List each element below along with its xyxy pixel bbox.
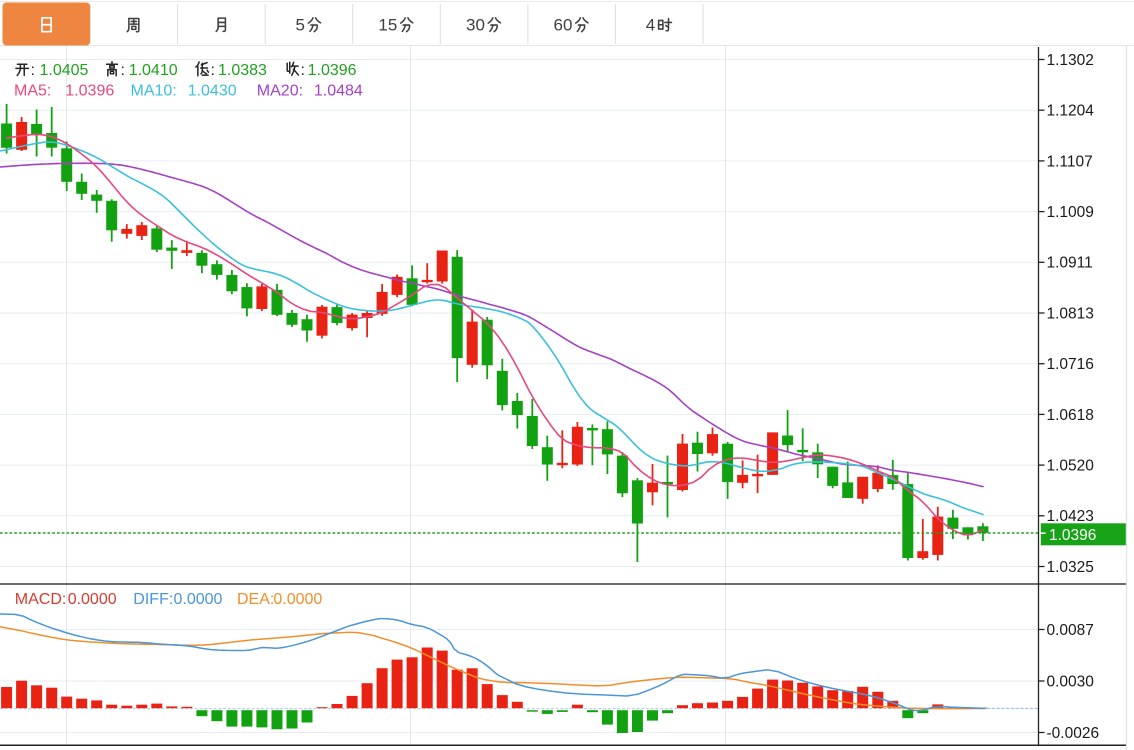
svg-text:5: 5 [296, 16, 305, 35]
svg-text:DIFF:: DIFF: [133, 591, 173, 608]
svg-text:1.0618: 1.0618 [1047, 407, 1094, 424]
svg-text:1.0911: 1.0911 [1047, 255, 1093, 272]
svg-text:1.0396: 1.0396 [308, 62, 357, 79]
svg-text:1.0813: 1.0813 [1047, 305, 1094, 322]
svg-text:0.0000: 0.0000 [68, 591, 117, 608]
svg-text:1.0484: 1.0484 [314, 82, 363, 99]
svg-text:-0.0026: -0.0026 [1047, 725, 1100, 742]
svg-text:4: 4 [646, 16, 655, 35]
svg-text:15: 15 [378, 16, 397, 35]
svg-text:1.0520: 1.0520 [1047, 458, 1095, 475]
svg-text:1.0396: 1.0396 [1049, 527, 1096, 544]
svg-text:1.1009: 1.1009 [1047, 204, 1094, 221]
svg-text:1.1107: 1.1107 [1047, 153, 1093, 170]
svg-text:60: 60 [554, 16, 573, 35]
svg-text:1.1204: 1.1204 [1047, 103, 1095, 120]
svg-text::: : [301, 62, 305, 79]
svg-text:1.0325: 1.0325 [1047, 559, 1094, 576]
svg-text:1.0430: 1.0430 [188, 82, 237, 99]
svg-text:0.0030: 0.0030 [1047, 673, 1095, 690]
svg-text:MA20:: MA20: [257, 82, 303, 99]
svg-text:0.0000: 0.0000 [273, 591, 322, 608]
svg-text::: : [31, 62, 35, 79]
svg-text:1.1302: 1.1302 [1047, 52, 1094, 69]
svg-text:1.0410: 1.0410 [129, 62, 178, 79]
svg-text:1.0396: 1.0396 [65, 82, 114, 99]
svg-text:MA5:: MA5: [14, 82, 51, 99]
svg-text::: : [211, 62, 215, 79]
svg-text:1.0383: 1.0383 [218, 62, 267, 79]
svg-text:1.0423: 1.0423 [1047, 508, 1094, 525]
svg-text:0.0087: 0.0087 [1047, 622, 1094, 639]
svg-text:MA10:: MA10: [131, 82, 177, 99]
svg-text:MACD:: MACD: [15, 591, 67, 608]
svg-text:DEA:: DEA: [237, 591, 274, 608]
svg-text:1.0405: 1.0405 [40, 62, 89, 79]
svg-text:1.0716: 1.0716 [1047, 356, 1094, 373]
svg-text::: : [121, 62, 125, 79]
svg-text:0.0000: 0.0000 [174, 591, 223, 608]
svg-text:30: 30 [466, 16, 485, 35]
